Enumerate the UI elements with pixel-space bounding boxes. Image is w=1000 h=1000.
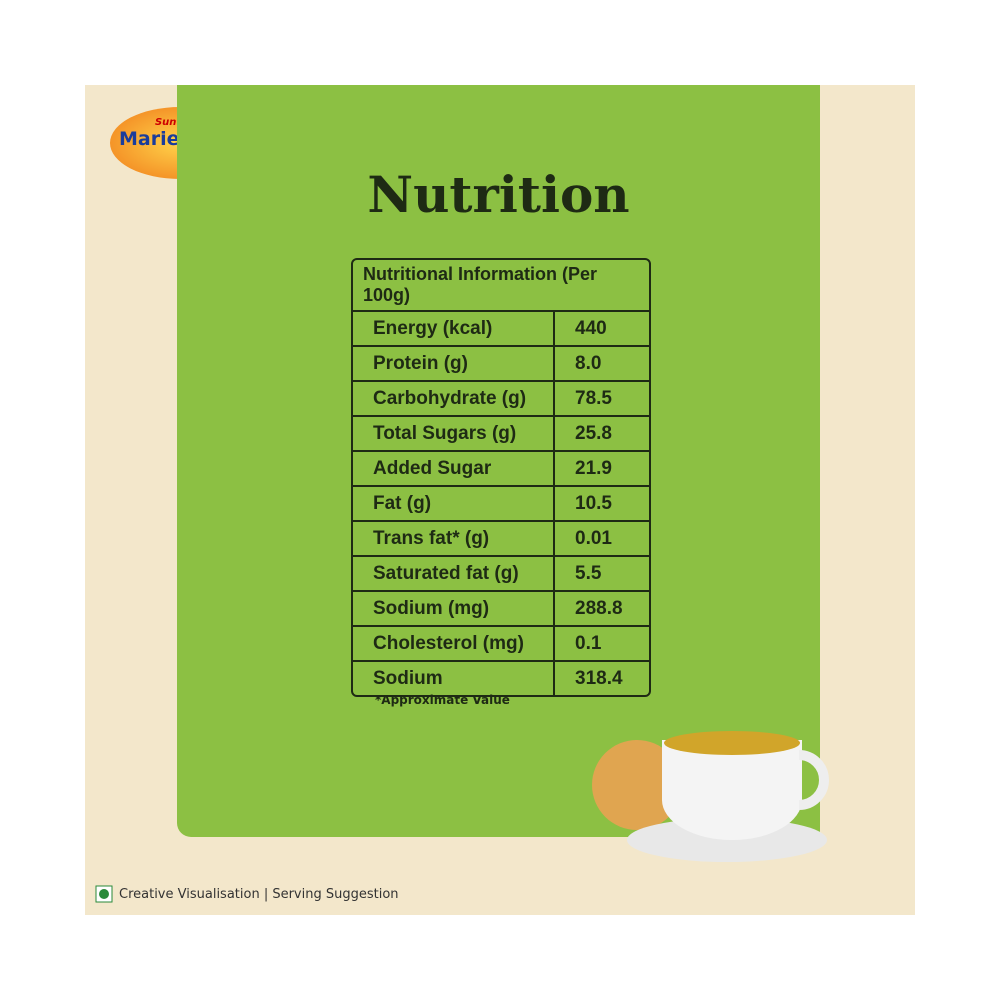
label-cell: Sodium (mg) [353, 590, 553, 625]
value-cell: 78.5 [553, 380, 649, 415]
value-cell: 25.8 [553, 415, 649, 450]
table-row: Carbohydrate (g) 78.5 [353, 380, 649, 415]
table-row: Energy (kcal) 440 [353, 310, 649, 345]
value-cell: 0.1 [553, 625, 649, 660]
value-cell: 21.9 [553, 450, 649, 485]
value-cell: 0.01 [553, 520, 649, 555]
label-cell: Saturated fat (g) [353, 555, 553, 590]
value-cell: 440 [553, 310, 649, 345]
value-cell: 288.8 [553, 590, 649, 625]
table-row: Cholesterol (mg) 0.1 [353, 625, 649, 660]
label-cell: Sodium [353, 660, 553, 695]
table-row: Trans fat* (g) 0.01 [353, 520, 649, 555]
table-row: Protein (g) 8.0 [353, 345, 649, 380]
table-row: Saturated fat (g) 5.5 [353, 555, 649, 590]
footer-text: Creative Visualisation | Serving Suggest… [119, 886, 399, 902]
label-cell: Added Sugar [353, 450, 553, 485]
nutrition-table: Nutritional Information (Per 100g) Energ… [351, 258, 651, 697]
veg-icon [95, 885, 113, 903]
table-row: Added Sugar 21.9 [353, 450, 649, 485]
tea-illustration [592, 731, 829, 862]
note: *Approximate Value [375, 693, 510, 707]
value-cell: 10.5 [553, 485, 649, 520]
value-cell: 318.4 [553, 660, 649, 695]
label-cell: Carbohydrate (g) [353, 380, 553, 415]
table-row: Sodium (mg) 288.8 [353, 590, 649, 625]
table-row: Sodium 318.4 [353, 660, 649, 695]
table-header: Nutritional Information (Per 100g) [363, 264, 597, 305]
table-row: Total Sugars (g) 25.8 [353, 415, 649, 450]
label-cell: Cholesterol (mg) [353, 625, 553, 660]
label-cell: Protein (g) [353, 345, 553, 380]
table-row: Fat (g) 10.5 [353, 485, 649, 520]
green-panel: Nutrition Nutritional Information (Per 1… [177, 85, 829, 862]
footer: Creative Visualisation | Serving Suggest… [95, 885, 399, 903]
label-cell: Trans fat* (g) [353, 520, 553, 555]
title: Nutrition [367, 165, 630, 224]
value-cell: 8.0 [553, 345, 649, 380]
value-cell: 5.5 [553, 555, 649, 590]
label-cell: Fat (g) [353, 485, 553, 520]
label-cell: Energy (kcal) [353, 310, 553, 345]
panel: Sunfeast Marie Light Nutrition Nutrition… [85, 85, 915, 915]
label-cell: Total Sugars (g) [353, 415, 553, 450]
